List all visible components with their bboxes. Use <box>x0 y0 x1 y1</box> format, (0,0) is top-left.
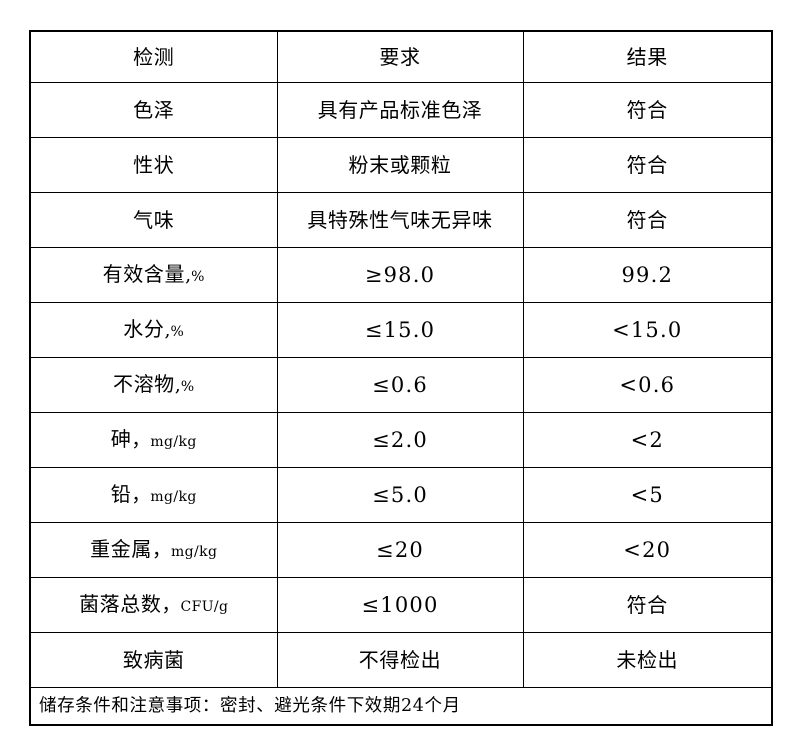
cell-requirement: ≤15.0 <box>276 302 524 358</box>
table-row: 有效含量,% ≥98.0 99.2 <box>29 247 773 303</box>
cell-requirement: ≤1000 <box>276 577 524 633</box>
cell-result: <5 <box>522 467 773 523</box>
cell-result: 符合 <box>522 192 773 248</box>
column-header-result: 结果 <box>522 30 773 83</box>
column-header-requirement: 要求 <box>276 30 524 83</box>
specification-table: 检测 要求 结果 色泽 具有产品标准色泽 符合 性状 粉末或颗粒 符合 气味 具特殊性气味无异… <box>29 30 773 726</box>
item-unit: ，mg/kg <box>131 429 197 452</box>
table-row: 气味 具特殊性气味无异味 符合 <box>29 192 773 248</box>
table-row: 性状 粉末或颗粒 符合 <box>29 137 773 193</box>
item-label: 有效含量 <box>102 262 186 287</box>
storage-conditions-note: 储存条件和注意事项：密封、避光条件下效期24个月 <box>29 687 773 726</box>
cell-requirement: ≤20 <box>276 522 524 578</box>
cell-requirement: 不得检出 <box>276 632 524 688</box>
cell-item: 水分,% <box>29 302 278 358</box>
cell-result: <20 <box>522 522 773 578</box>
table-row: 色泽 具有产品标准色泽 符合 <box>29 82 773 138</box>
cell-requirement: ≥98.0 <box>276 247 524 303</box>
item-label: 致病菌 <box>122 647 185 672</box>
table-footer-row: 储存条件和注意事项：密封、避光条件下效期24个月 <box>29 687 773 726</box>
item-label: 气味 <box>133 207 175 232</box>
item-unit: ，CFU/g <box>161 594 229 617</box>
cell-item: 气味 <box>29 192 278 248</box>
cell-requirement: 具特殊性气味无异味 <box>276 192 524 248</box>
cell-item: 重金属，mg/kg <box>29 522 278 578</box>
table-row: 砷，mg/kg ≤2.0 <2 <box>29 412 773 468</box>
cell-requirement: 具有产品标准色泽 <box>276 82 524 138</box>
cell-requirement: ≤0.6 <box>276 357 524 413</box>
cell-result: 99.2 <box>522 247 773 303</box>
cell-result: <2 <box>522 412 773 468</box>
cell-result: <15.0 <box>522 302 773 358</box>
item-unit: ,% <box>174 374 195 397</box>
table-header-row: 检测 要求 结果 <box>29 30 773 83</box>
item-label: 不溶物 <box>112 372 175 397</box>
table-row: 铅，mg/kg ≤5.0 <5 <box>29 467 773 523</box>
cell-result: 符合 <box>522 137 773 193</box>
cell-result: 未检出 <box>522 632 773 688</box>
item-unit: ，mg/kg <box>151 539 218 562</box>
item-label: 铅 <box>110 482 132 507</box>
column-header-item: 检测 <box>29 30 278 83</box>
cell-item: 不溶物,% <box>29 357 278 413</box>
cell-result: <0.6 <box>522 357 773 413</box>
cell-item: 菌落总数，CFU/g <box>29 577 278 633</box>
cell-item: 性状 <box>29 137 278 193</box>
cell-requirement: ≤5.0 <box>276 467 524 523</box>
cell-result: 符合 <box>522 577 773 633</box>
cell-item: 致病菌 <box>29 632 278 688</box>
item-label: 菌落总数 <box>79 592 162 617</box>
item-label: 水分 <box>123 317 165 342</box>
cell-requirement: 粉末或颗粒 <box>276 137 524 193</box>
item-unit: ,% <box>164 319 185 342</box>
item-label: 色泽 <box>133 97 175 122</box>
item-label: 重金属 <box>90 537 152 562</box>
item-label: 砷 <box>110 427 132 452</box>
cell-item: 砷，mg/kg <box>29 412 278 468</box>
table-row: 重金属，mg/kg ≤20 <20 <box>29 522 773 578</box>
table-row: 不溶物,% ≤0.6 <0.6 <box>29 357 773 413</box>
item-unit: ，mg/kg <box>131 484 197 507</box>
item-unit: ,% <box>185 264 205 287</box>
cell-item: 有效含量,% <box>29 247 278 303</box>
cell-requirement: ≤2.0 <box>276 412 524 468</box>
table-row: 菌落总数，CFU/g ≤1000 符合 <box>29 577 773 633</box>
table-row: 水分,% ≤15.0 <15.0 <box>29 302 773 358</box>
table-row: 致病菌 不得检出 未检出 <box>29 632 773 688</box>
cell-item: 色泽 <box>29 82 278 138</box>
item-label: 性状 <box>133 152 175 177</box>
cell-item: 铅，mg/kg <box>29 467 278 523</box>
cell-result: 符合 <box>522 82 773 138</box>
